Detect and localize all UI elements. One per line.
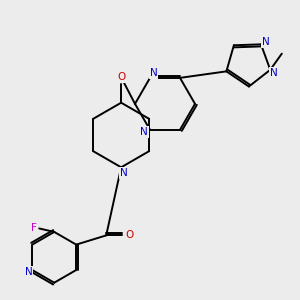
Text: N: N <box>140 127 148 137</box>
Text: N: N <box>270 68 278 78</box>
Text: N: N <box>25 267 33 277</box>
Text: N: N <box>150 68 157 78</box>
Text: N: N <box>262 37 269 47</box>
Text: O: O <box>125 230 134 240</box>
Text: N: N <box>120 168 127 178</box>
Text: O: O <box>117 72 125 82</box>
Text: F: F <box>31 224 36 233</box>
